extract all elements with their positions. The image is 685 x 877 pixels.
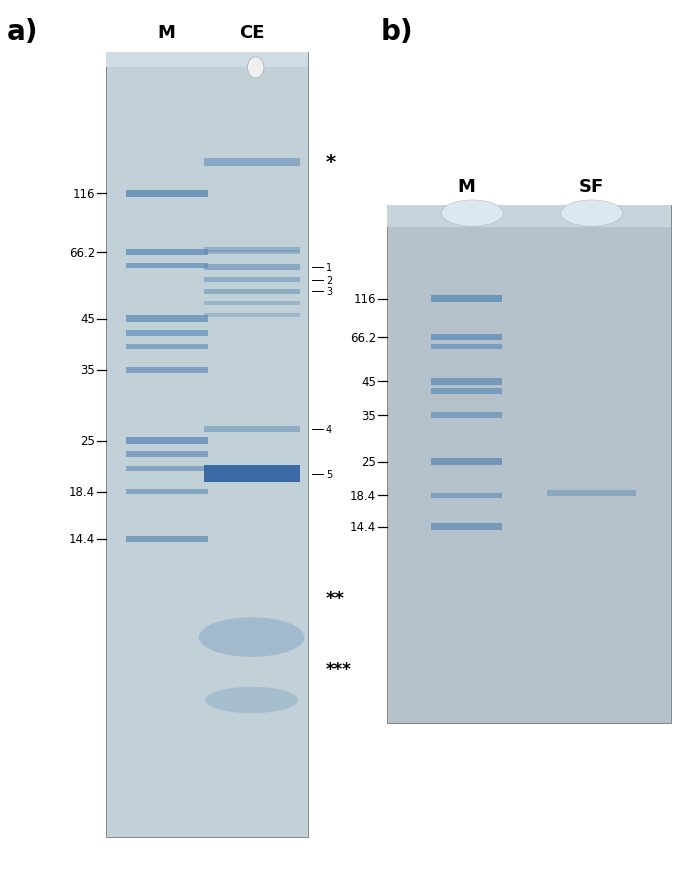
Ellipse shape [441,201,503,227]
Bar [106,53,308,838]
Bar [125,438,208,445]
Ellipse shape [205,687,298,713]
Ellipse shape [199,617,304,657]
Text: 3: 3 [326,287,332,297]
Bar [125,536,208,542]
Bar [387,206,671,228]
Bar [203,426,299,432]
Bar [431,524,502,530]
Bar [125,331,208,336]
Text: 116: 116 [73,188,95,201]
Bar [125,466,208,471]
Bar [203,289,299,295]
Bar [431,493,502,498]
Bar [203,251,299,255]
Bar [431,335,502,341]
Text: 18.4: 18.4 [69,486,95,499]
Bar [431,344,502,349]
Text: 4: 4 [326,424,332,434]
Text: 45: 45 [80,313,95,326]
Bar [125,452,208,457]
Bar [431,378,502,386]
Text: 35: 35 [361,410,376,422]
Bar [203,159,299,167]
Bar [431,412,502,418]
Text: 45: 45 [361,375,376,389]
Text: *: * [326,153,336,172]
Bar [203,314,299,317]
Bar [203,278,299,283]
Text: b): b) [380,18,413,46]
Text: CE: CE [239,24,264,42]
Bar [431,389,502,395]
Text: 2: 2 [326,275,332,285]
Bar [203,265,299,271]
Bar [125,190,208,197]
Bar [387,206,671,724]
Text: M: M [158,24,176,42]
Bar [431,296,502,303]
Text: 66.2: 66.2 [350,332,376,345]
Text: SF: SF [579,177,604,196]
Text: **: ** [326,589,345,607]
Bar [125,345,208,350]
Text: 14.4: 14.4 [69,532,95,545]
Bar [203,248,299,253]
Bar [203,466,299,483]
Text: ***: *** [326,660,352,678]
Text: 18.4: 18.4 [350,489,376,503]
Text: 1: 1 [326,263,332,273]
Bar [203,302,299,306]
Bar [431,459,502,466]
Bar [125,263,208,268]
Bar [125,489,208,495]
Text: 14.4: 14.4 [350,520,376,533]
Text: 66.2: 66.2 [69,246,95,260]
Text: 25: 25 [361,456,376,468]
Text: M: M [458,177,475,196]
Text: 25: 25 [80,435,95,447]
Bar [125,316,208,323]
Bar [125,367,208,374]
Circle shape [247,58,264,79]
Text: 5: 5 [326,469,332,479]
Text: 116: 116 [353,293,376,306]
Bar [106,53,308,68]
Bar [125,250,208,256]
Text: 35: 35 [80,364,95,377]
Bar [547,490,636,496]
Ellipse shape [561,201,623,227]
Text: a): a) [7,18,38,46]
